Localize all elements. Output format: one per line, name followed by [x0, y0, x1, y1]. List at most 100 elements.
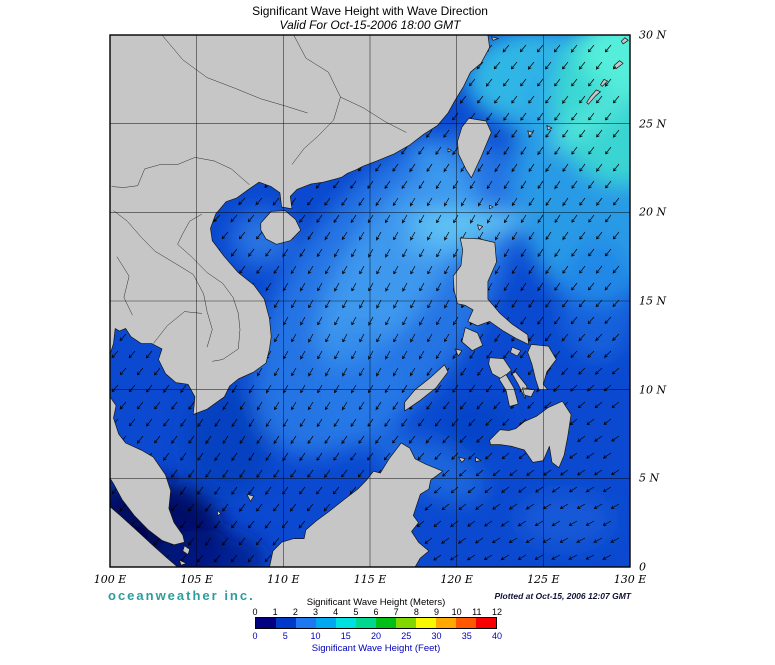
x-tick-label: 100 E [93, 573, 127, 586]
country-border-line [153, 311, 202, 344]
feet-tick-label: 0 [252, 631, 258, 641]
feet-tick-label: 10 [310, 631, 321, 641]
meters-tick-label: 6 [373, 607, 379, 617]
natuna-landmass [246, 493, 255, 502]
country-border-line [177, 213, 241, 362]
wave-height-colorbar [255, 617, 497, 629]
colorbar-cell [476, 618, 496, 628]
legend-meters-ticks: 0 1 2 3 4 5 6 7 8 9 10 11 12 [0, 607, 775, 617]
land-layer [110, 35, 629, 567]
meters-tick-label: 5 [353, 607, 359, 617]
feet-tick-label: 30 [431, 631, 442, 641]
legend-feet-ticks: 0 5 10 15 20 25 30 35 40 [0, 631, 775, 641]
feet-tick-label: 15 [340, 631, 351, 641]
riau-2-landmass [178, 559, 187, 566]
ryukyu-ishigaki-landmass [527, 130, 534, 137]
country-border-line [291, 35, 341, 165]
basilan-landmass [475, 456, 482, 462]
colorbar-cell [396, 618, 416, 628]
negros-landmass [498, 374, 519, 407]
graticule [110, 35, 630, 567]
colorbar-cell [436, 618, 456, 628]
sulu-island-landmass [458, 456, 466, 463]
y-tick-label: 30 N [639, 28, 667, 42]
colorbar-cell [356, 618, 376, 628]
x-tick-label: 105 E [180, 573, 213, 586]
meters-tick-label: 10 [451, 607, 462, 617]
country-border-line [340, 96, 407, 133]
meters-tick-label: 2 [292, 607, 298, 617]
country-border-line [116, 256, 133, 316]
country-border-line [111, 157, 250, 188]
meters-tick-label: 3 [312, 607, 319, 617]
oceanweather-branding: oceanweather inc. [108, 588, 255, 603]
x-tick-label: 125 E [527, 573, 560, 586]
feet-tick-label: 35 [461, 631, 472, 641]
map-frame [109, 34, 631, 568]
plotted-timestamp: Plotted at Oct-15, 2006 12:07 GMT [494, 591, 631, 601]
luzon-landmass [452, 237, 529, 345]
mainland-asia-landmass [110, 35, 490, 415]
y-axis-ticks: 30 N 25 N 20 N 15 N 10 N 5 N 0 [639, 0, 699, 665]
y-tick-label: 20 N [639, 205, 667, 219]
feet-tick-label: 5 [282, 631, 288, 641]
meters-tick-label: 12 [491, 607, 503, 617]
mindanao-landmass [489, 400, 572, 469]
penghu-landmass [447, 148, 452, 153]
country-border-line [113, 210, 213, 348]
borneo-landmass [269, 442, 444, 567]
page-title: Significant Wave Height with Wave Direct… [252, 4, 488, 18]
zhoushan-landmass [490, 36, 499, 41]
colorbar-cell [336, 618, 356, 628]
anambas-landmass [217, 509, 222, 516]
okinawa-landmass [586, 89, 601, 105]
colorbar-cell [416, 618, 436, 628]
meters-tick-label: 4 [333, 607, 339, 617]
babuyan-2-landmass [489, 204, 494, 210]
bohol-landmass [522, 387, 536, 398]
riau-1-landmass [182, 545, 191, 555]
y-tick-label: 15 N [639, 294, 667, 308]
meters-tick-label: 8 [413, 607, 419, 617]
meters-tick-label: 0 [252, 607, 258, 617]
taiwan-landmass [457, 117, 492, 179]
tokara-landmass [620, 37, 629, 45]
y-tick-label: 10 N [639, 383, 667, 397]
x-tick-label: 115 E [353, 573, 387, 586]
feet-tick-label: 40 [491, 631, 503, 641]
y-tick-label: 5 N [639, 471, 660, 485]
ryukyu-miyako-landmass [546, 125, 553, 131]
malay-peninsula-landmass [110, 396, 185, 546]
feet-tick-label: 25 [401, 631, 412, 641]
meters-tick-label: 1 [272, 607, 278, 617]
x-axis-ticks: 100 E 105 E 110 E 115 E 120 E 125 E 130 E [0, 573, 775, 587]
x-tick-label: 120 E [440, 573, 473, 586]
amami-landmass [614, 60, 624, 70]
colorbar-cell [276, 618, 296, 628]
ryukyu-4-landmass [600, 78, 608, 87]
legend-feet-title: Significant Wave Height (Feet) [311, 643, 441, 654]
palawan-landmass [404, 364, 449, 412]
sumatra-landmass [110, 506, 178, 567]
x-tick-label: 110 E [267, 573, 300, 586]
meters-tick-label: 11 [472, 607, 482, 617]
colorbar-cell [296, 618, 316, 628]
meters-tick-label: 9 [433, 607, 440, 617]
colorbar-cell [256, 618, 276, 628]
babuyan-1-landmass [477, 224, 484, 231]
legend-meters-title: Significant Wave Height (Meters) [306, 597, 446, 608]
colorbar-cell [376, 618, 396, 628]
map-clipped-layers [110, 35, 630, 567]
valid-time-subtitle: Valid For Oct-15-2006 18:00 GMT [279, 18, 461, 32]
colorbar-cell [316, 618, 336, 628]
mindoro-landmass [461, 327, 484, 352]
y-tick-label: 0 [639, 560, 646, 574]
country-border-line [161, 35, 308, 114]
y-tick-label: 25 N [639, 117, 667, 131]
colorbar-cell [456, 618, 476, 628]
hainan-landmass [260, 210, 302, 245]
meters-tick-label: 7 [393, 607, 399, 617]
feet-tick-label: 20 [370, 631, 382, 641]
